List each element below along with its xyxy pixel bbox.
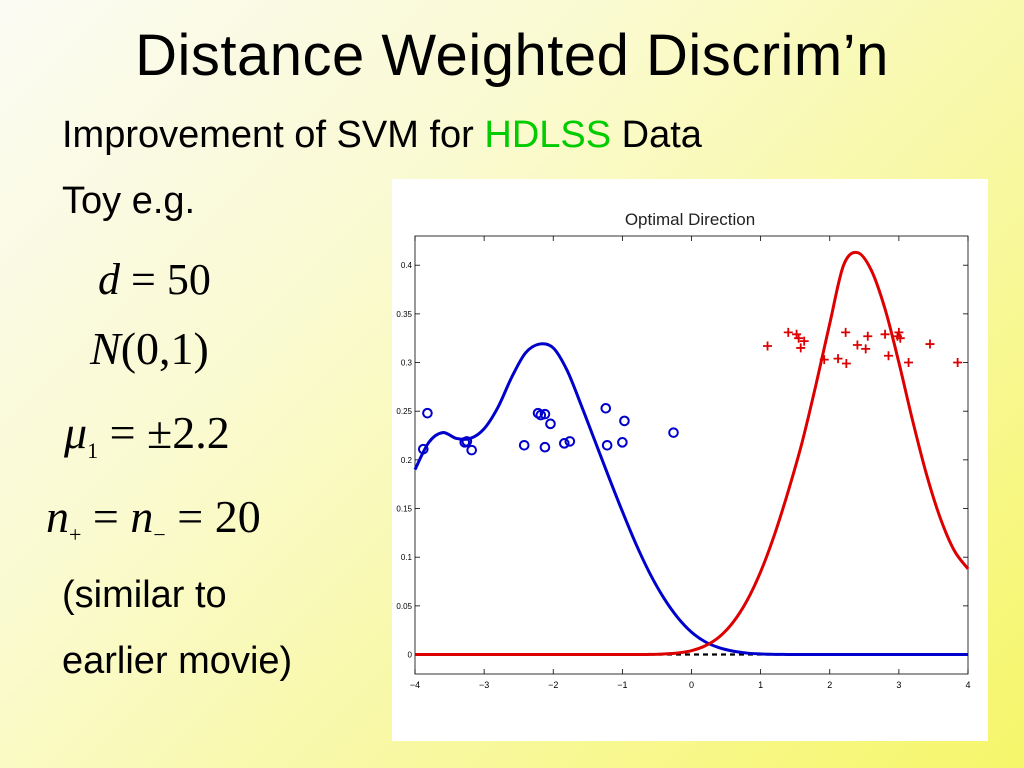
x-tick-label: −1 bbox=[617, 680, 627, 690]
plus-point bbox=[852, 340, 862, 350]
plus-point bbox=[819, 355, 829, 365]
plus-point bbox=[904, 358, 914, 368]
eq-mu-rest: = ±2.2 bbox=[98, 407, 230, 458]
subtitle-pre: Improvement of SVM for bbox=[62, 114, 485, 156]
equation-sample-sizes: n+ = n− = 20 bbox=[46, 490, 261, 548]
y-tick-label: 0.25 bbox=[396, 407, 412, 416]
circle-point bbox=[545, 418, 556, 430]
circle-point bbox=[535, 409, 547, 421]
y-tick-label: 0.15 bbox=[396, 505, 412, 514]
plus-point bbox=[925, 339, 935, 349]
x-tick-label: 2 bbox=[827, 680, 832, 690]
eq-nm-sub: − bbox=[153, 522, 166, 547]
plus-point bbox=[861, 344, 871, 354]
plus-point bbox=[884, 351, 894, 361]
plus-point bbox=[841, 327, 851, 337]
y-tick-label: 0.1 bbox=[401, 553, 413, 562]
y-tick-label: 0.2 bbox=[401, 456, 413, 465]
eq-n-var: N bbox=[90, 323, 121, 374]
plus-point bbox=[880, 329, 890, 339]
subtitle-post: Data bbox=[611, 114, 702, 156]
y-tick-label: 0.4 bbox=[401, 261, 413, 270]
plot-frame bbox=[414, 235, 969, 675]
circle-point bbox=[539, 408, 551, 420]
plus-point bbox=[895, 333, 905, 343]
y-tick-label: 0 bbox=[408, 651, 413, 660]
eq-mu-var: μ bbox=[64, 407, 88, 458]
eq-np-sub: + bbox=[69, 522, 82, 547]
plus-point bbox=[863, 331, 873, 341]
eq-d-var: d bbox=[98, 255, 120, 304]
plus-point bbox=[796, 343, 806, 353]
plot-panel: Optimal Direction −4 −3 −2 −1 0 1 2 3 4 0 0.05 0.1 0… bbox=[392, 179, 988, 741]
x-tick-label: 4 bbox=[965, 680, 970, 690]
y-tick-label: 0.05 bbox=[396, 602, 412, 611]
x-tick-label: −3 bbox=[479, 680, 489, 690]
x-tick-label: 3 bbox=[896, 680, 901, 690]
circle-point bbox=[417, 443, 429, 455]
circle-point bbox=[539, 441, 551, 453]
eq-d-rest: = 50 bbox=[120, 255, 211, 304]
plus-point bbox=[833, 354, 843, 364]
circle-point bbox=[518, 439, 530, 451]
plus-point bbox=[763, 341, 773, 351]
circle-point bbox=[466, 444, 477, 456]
density-curve-2 bbox=[414, 250, 970, 657]
eq-n-rest: (0,1) bbox=[120, 323, 209, 374]
eq-nm-var: n bbox=[130, 491, 154, 542]
y-tick-label: 0.35 bbox=[396, 310, 412, 319]
x-tick-label: 0 bbox=[689, 680, 694, 690]
eq-mu-sub: 1 bbox=[87, 438, 99, 463]
y-tick-label: 0.3 bbox=[401, 359, 413, 368]
slide-title: Distance Weighted Discrim’n bbox=[135, 23, 889, 88]
circle-point bbox=[617, 437, 628, 448]
x-tick-label: −2 bbox=[548, 680, 558, 690]
circle-point bbox=[601, 439, 613, 451]
chart-title: Optimal Direction bbox=[625, 210, 755, 229]
optimal-direction-chart: Optimal Direction −4 −3 −2 −1 0 1 2 3 4 0 0.05 0.1 0… bbox=[396, 210, 970, 690]
plus-point bbox=[794, 333, 804, 343]
circle-point bbox=[668, 427, 679, 438]
eq-np-var: n bbox=[46, 491, 69, 542]
toy-example-label: Toy e.g. bbox=[62, 180, 196, 222]
subtitle-highlight: HDLSS bbox=[484, 114, 612, 156]
x-tick-label: 1 bbox=[758, 680, 763, 690]
eq-nm-rest: = 20 bbox=[165, 491, 261, 542]
plus-point bbox=[841, 359, 851, 369]
plus-point bbox=[783, 327, 793, 337]
density-curves bbox=[413, 250, 970, 657]
plus-point bbox=[953, 358, 963, 368]
equation-mean: μ1 = ±2.2 bbox=[64, 406, 230, 464]
circle-point bbox=[564, 436, 576, 447]
note-line-1: (similar to bbox=[62, 574, 227, 616]
circle-point bbox=[461, 436, 473, 447]
equation-distribution: N(0,1) bbox=[90, 322, 209, 375]
circle-point bbox=[559, 438, 570, 449]
density-curve-1 bbox=[413, 342, 968, 657]
circle-point bbox=[600, 402, 612, 414]
x-tick-label: −4 bbox=[410, 680, 420, 690]
plus-point bbox=[799, 336, 809, 346]
circle-point bbox=[619, 415, 630, 427]
subtitle: Improvement of SVM for HDLSS Data bbox=[62, 114, 702, 157]
data-points bbox=[417, 327, 963, 456]
eq-np-mid: = bbox=[81, 491, 131, 542]
circle-point bbox=[422, 407, 433, 419]
plus-point bbox=[894, 327, 904, 337]
note-line-2: earlier movie) bbox=[62, 640, 293, 682]
equation-dimension: d = 50 bbox=[98, 254, 211, 305]
